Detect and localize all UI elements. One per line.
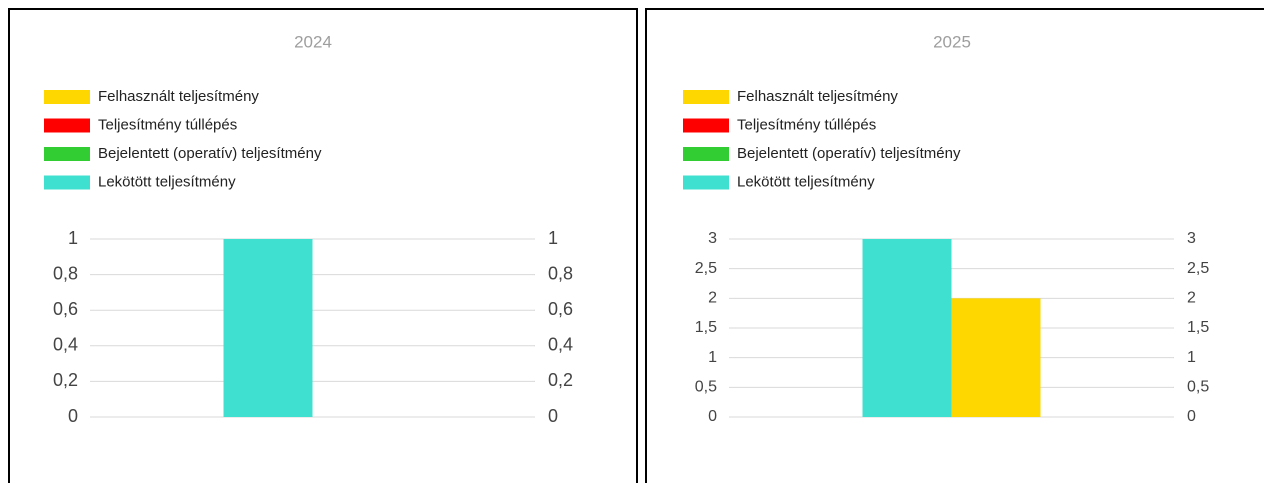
bar <box>951 298 1041 417</box>
y2-tick-label: 1 <box>1187 349 1196 366</box>
legend-swatch <box>44 175 90 190</box>
panel-border <box>8 8 638 483</box>
panel-border <box>645 8 1264 483</box>
y2-tick-label: 0 <box>1187 408 1196 425</box>
y-tick-label: 0 <box>68 406 78 426</box>
y-tick-label: 0 <box>708 408 717 425</box>
bar <box>862 239 952 417</box>
legend-swatch <box>44 90 90 104</box>
y2-tick-label: 0,8 <box>548 263 573 283</box>
y-tick-label: 1 <box>708 349 717 366</box>
y-tick-label: 0,2 <box>53 370 78 390</box>
y2-tick-label: 2,5 <box>1187 260 1209 277</box>
y2-tick-label: 0,5 <box>1187 379 1209 396</box>
y2-tick-label: 3 <box>1187 230 1196 247</box>
y2-tick-label: 2 <box>1187 290 1196 307</box>
y-tick-label: 2,5 <box>695 260 717 277</box>
y-tick-label: 1 <box>68 228 78 248</box>
legend-label: Lekötött teljesítmény <box>98 173 236 190</box>
bar <box>223 239 313 417</box>
legend-label: Teljesítmény túllépés <box>737 116 876 133</box>
legend-label: Bejelentett (operatív) teljesítmény <box>98 145 322 162</box>
y2-tick-label: 0 <box>548 406 558 426</box>
y2-tick-label: 1 <box>548 228 558 248</box>
legend-label: Lekötött teljesítmény <box>737 173 875 190</box>
y-tick-label: 0,5 <box>695 379 717 396</box>
y-tick-label: 0,8 <box>53 263 78 283</box>
y2-tick-label: 0,6 <box>548 299 573 319</box>
y2-tick-label: 0,2 <box>548 370 573 390</box>
legend-swatch <box>44 147 90 161</box>
legend-swatch <box>683 175 729 190</box>
legend-label: Teljesítmény túllépés <box>98 116 237 133</box>
legend-label: Felhasznált teljesítmény <box>98 88 259 105</box>
chart-title: 2025 <box>933 32 971 51</box>
y-tick-label: 2 <box>708 290 717 307</box>
chart-title: 2024 <box>294 32 332 51</box>
legend-label: Bejelentett (operatív) teljesítmény <box>737 145 961 162</box>
y-tick-label: 0,6 <box>53 299 78 319</box>
y-tick-label: 0,4 <box>53 335 78 355</box>
y-tick-label: 3 <box>708 230 717 247</box>
y-tick-label: 1,5 <box>695 319 717 336</box>
legend-swatch <box>683 90 729 104</box>
y2-tick-label: 0,4 <box>548 335 573 355</box>
legend-swatch <box>683 147 729 161</box>
y2-tick-label: 1,5 <box>1187 319 1209 336</box>
legend-swatch <box>683 118 729 133</box>
legend-label: Felhasznált teljesítmény <box>737 88 898 105</box>
legend-swatch <box>44 118 90 133</box>
